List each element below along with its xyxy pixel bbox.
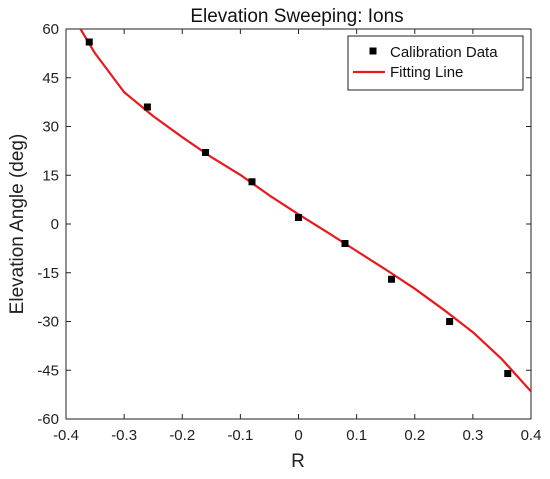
legend-box — [347, 35, 524, 91]
calibration-point — [295, 214, 302, 221]
y-tick-label: -60 — [37, 411, 59, 428]
plot-area: -0.4 -0.3 -0.2 -0.1 0 0.1 0.2 0.3 0.4 -60 -45 -30 -1… — [37, 21, 541, 444]
y-tick-label: 45 — [42, 70, 59, 87]
calibration-point — [248, 178, 256, 186]
x-tick-label: 0.4 — [521, 427, 542, 444]
y-tick-label: -15 — [37, 265, 59, 282]
x-tick-label: 0.2 — [404, 427, 425, 444]
x-tick-label: -0.3 — [111, 427, 137, 444]
x-tick-label: 0.1 — [346, 427, 367, 444]
legend-marker-calibration — [369, 47, 377, 55]
y-tick-label: 30 — [42, 119, 59, 136]
calibration-point — [85, 38, 93, 46]
calibration-point — [388, 275, 395, 283]
y-axis-title: Elevation Angle (deg) — [7, 134, 28, 315]
calibration-point — [504, 370, 512, 377]
x-axis-title: R — [291, 451, 305, 472]
y-tick-label: -30 — [37, 314, 59, 331]
y-tick-label: 0 — [51, 216, 59, 233]
calibration-point — [341, 240, 349, 247]
plot-frame — [65, 28, 532, 420]
calibration-point — [202, 149, 209, 156]
x-tick-label: -0.4 — [53, 427, 79, 444]
y-tick-label: 15 — [42, 167, 59, 184]
series-layer — [79, 29, 531, 393]
chart-title: Elevation Sweeping: Ions — [190, 6, 403, 27]
legend-label-calibration: Calibration Data — [390, 44, 498, 61]
legend: Calibration Data Fitting Line — [347, 35, 524, 91]
calibration-point — [143, 103, 151, 111]
x-tick-label: 0.3 — [462, 427, 483, 444]
legend-label-fitting: Fitting Line — [390, 64, 463, 81]
x-tick-label: -0.2 — [169, 427, 195, 444]
y-tick-label: 60 — [42, 21, 59, 38]
y-tick-label: -45 — [37, 362, 59, 379]
calibration-point — [446, 318, 454, 325]
x-tick-label: -0.1 — [227, 427, 253, 444]
x-tick-label: 0 — [294, 427, 302, 444]
